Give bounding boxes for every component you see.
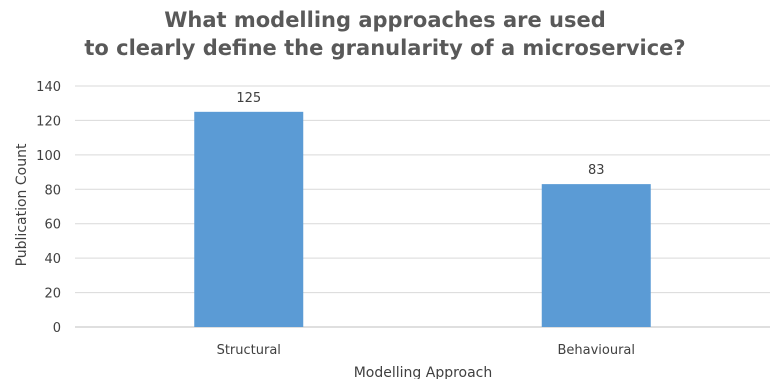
gridlines — [75, 85, 770, 328]
x-axis-ticks: Structural Behavioural — [217, 343, 635, 358]
y-tick-label: 20 — [44, 287, 61, 302]
chart-title: What modelling approaches are used to cl… — [84, 8, 685, 60]
y-axis-title: Publication Count — [14, 143, 30, 266]
y-tick-label: 100 — [36, 149, 61, 164]
y-tick-label: 0 — [53, 321, 61, 336]
data-labels: 125 83 — [236, 91, 604, 178]
x-tick-label-structural: Structural — [217, 343, 281, 358]
y-tick-label: 40 — [44, 252, 61, 267]
data-label-behavioural: 83 — [588, 163, 605, 178]
y-tick-label: 120 — [36, 114, 61, 129]
data-label-structural: 125 — [236, 91, 261, 106]
chart-title-line-1: What modelling approaches are used — [164, 8, 606, 32]
y-axis-ticks: 0 20 40 60 80 100 120 140 — [36, 80, 61, 336]
x-tick-label-behavioural: Behavioural — [557, 343, 635, 358]
chart-title-line-2: to clearly define the granularity of a m… — [84, 36, 685, 60]
x-axis-title: Modelling Approach — [354, 365, 493, 379]
y-tick-label: 60 — [44, 218, 61, 233]
bar-behavioural — [541, 184, 651, 327]
bars — [194, 111, 651, 327]
bar-structural — [194, 111, 304, 327]
y-tick-label: 80 — [44, 183, 61, 198]
y-tick-label: 140 — [36, 80, 61, 95]
